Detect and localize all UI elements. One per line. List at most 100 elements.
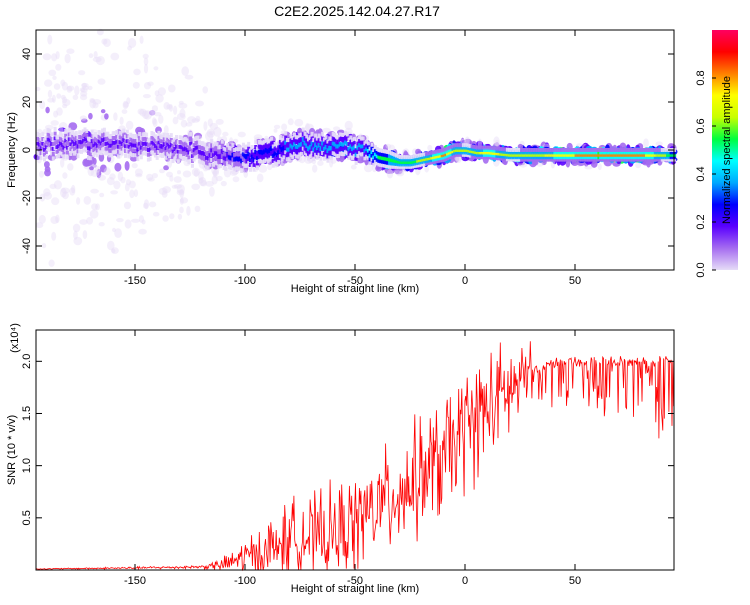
heatmap-cell (586, 148, 590, 152)
heatmap-cell (117, 154, 120, 159)
heatmap-cell (113, 135, 117, 140)
heatmap-cell (655, 148, 659, 152)
heatmap-cell (162, 186, 172, 194)
heatmap-cell (537, 155, 541, 160)
heatmap-cell (444, 154, 448, 159)
heatmap-cell (363, 145, 367, 150)
heatmap-cell (222, 161, 226, 166)
heatmap-cell (590, 148, 594, 152)
heatmap-cell (588, 157, 592, 162)
heatmap-cell (412, 154, 416, 159)
heatmap-cell (576, 152, 580, 157)
heatmap-cell (254, 154, 258, 159)
heatmap-cell (65, 136, 69, 141)
heatmap-cell (602, 150, 606, 155)
heatmap-cell (421, 162, 425, 167)
heatmap-cell (344, 135, 347, 140)
heatmap-cell (66, 85, 73, 93)
heatmap-cell (338, 132, 342, 137)
heatmap-cell (608, 150, 611, 155)
heatmap-cell (502, 156, 506, 161)
heatmap-cell (379, 155, 383, 160)
heatmap-cell (138, 141, 142, 146)
heatmap-cell (305, 122, 310, 133)
heatmap-cell (157, 150, 161, 155)
heatmap-cell (245, 154, 249, 159)
heatmap-x-axis-title: Height of straight line (km) (291, 283, 419, 295)
heatmap-cell (513, 148, 516, 152)
heatmap-cell (208, 148, 212, 153)
heatmap-cell (542, 152, 546, 157)
snr-scale-label: (x10⁴) (9, 323, 21, 353)
heatmap-cell (205, 155, 208, 160)
heatmap-cell (241, 152, 245, 157)
heatmap-cell (234, 151, 238, 156)
heatmap-cell (201, 155, 205, 160)
heatmap-cell (388, 164, 391, 169)
heatmap-cell (171, 159, 175, 164)
heatmap-cell (185, 152, 189, 157)
heatmap-cell (319, 156, 323, 161)
heatmap-cell (425, 159, 428, 164)
heatmap-cell (36, 136, 39, 141)
heatmap-cell (534, 150, 538, 155)
colorbar-tick-label: 0.4 (695, 166, 707, 181)
heatmap-cell (544, 157, 548, 162)
heatmap-cell (163, 165, 170, 171)
heatmap-cell (553, 157, 557, 162)
heatmap-cell (213, 160, 217, 165)
heatmap-cell (539, 150, 543, 155)
heatmap-cell (161, 154, 164, 158)
heatmap-cell (595, 152, 599, 157)
heatmap-cell (92, 153, 96, 157)
heatmap-cell (359, 140, 363, 145)
heatmap-cell (43, 188, 51, 197)
heatmap-cell (240, 168, 244, 173)
heatmap-cell (192, 152, 196, 157)
heatmap-cell (113, 180, 121, 190)
heatmap-cell (486, 145, 490, 150)
heatmap-cell (446, 156, 450, 161)
heatmap-cell (643, 138, 649, 148)
heatmap-cell (43, 138, 46, 143)
heatmap-cell (491, 155, 495, 160)
heatmap-cell (405, 162, 409, 167)
heatmap-cell (620, 155, 624, 160)
heatmap-cell (592, 152, 596, 157)
heatmap-cell (177, 213, 183, 220)
heatmap-cell (671, 152, 675, 157)
heatmap-cell (652, 152, 655, 157)
heatmap-cell (312, 164, 318, 173)
heatmap-cell (333, 147, 337, 152)
heatmap-cell (490, 150, 494, 155)
heatmap-cell (375, 154, 379, 159)
heatmap-cell (504, 152, 508, 157)
heatmap-cell (344, 150, 347, 155)
heatmap-cell (247, 141, 251, 146)
heatmap-cell (187, 141, 191, 145)
heatmap-cell (249, 163, 252, 167)
heatmap-cell (488, 148, 492, 153)
heatmap-y-axis-title: Frequency (Hz) (6, 112, 18, 188)
heatmap-cell (176, 184, 185, 194)
heatmap-cell (544, 148, 548, 152)
heatmap-cell (88, 112, 93, 120)
heatmap-cell (307, 142, 310, 147)
heatmap-cell (74, 85, 80, 96)
heatmap-cell (141, 151, 145, 156)
heatmap-cell (71, 130, 75, 134)
heatmap-cell (268, 138, 272, 143)
heatmap-cell (212, 162, 215, 167)
heatmap-cell (109, 143, 113, 148)
heatmap-cell (340, 142, 344, 147)
heatmap-cell (560, 148, 564, 152)
heatmap-cell (301, 146, 305, 151)
heatmap-cell (409, 155, 413, 160)
heatmap-cell (326, 144, 330, 149)
heatmap-cell (335, 144, 339, 149)
heatmap-cell (210, 143, 214, 148)
heatmap-cell (118, 130, 122, 135)
heatmap-cell (495, 153, 499, 158)
heatmap-cell (646, 152, 650, 157)
heatmap-cell (169, 147, 173, 152)
